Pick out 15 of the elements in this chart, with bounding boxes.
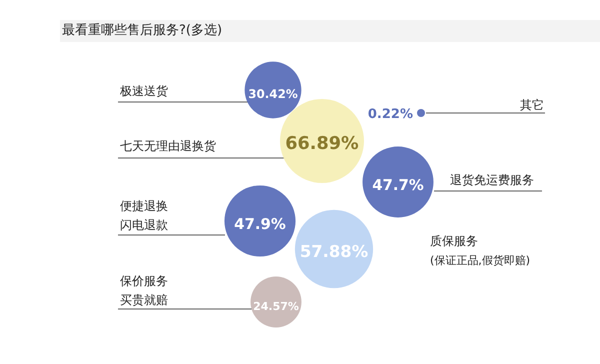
data-label: 24.57% xyxy=(253,300,299,313)
category-label: 极速送货 xyxy=(119,84,168,98)
data-label: 47.9% xyxy=(234,215,286,233)
data-label: 66.89% xyxy=(285,134,360,154)
category-label: 质保服务 (保证正品,假货即赔) xyxy=(430,234,530,267)
text: 最看重哪些售后服务?(多选) xyxy=(60,20,600,42)
data-label: 0.22% xyxy=(368,107,413,122)
data-label: 47.7% xyxy=(372,176,424,194)
category-label: 七天无理由退换货 xyxy=(120,139,216,153)
category-label: 其它 xyxy=(520,98,544,112)
data-label: 57.88% xyxy=(300,242,368,261)
category-label: 便捷退换闪电退款 xyxy=(120,199,168,232)
category-label: 保价服务买贵就赔 xyxy=(120,274,168,307)
category-label: 退货免运费服务 xyxy=(450,173,534,187)
data-label: 30.42% xyxy=(248,87,298,101)
